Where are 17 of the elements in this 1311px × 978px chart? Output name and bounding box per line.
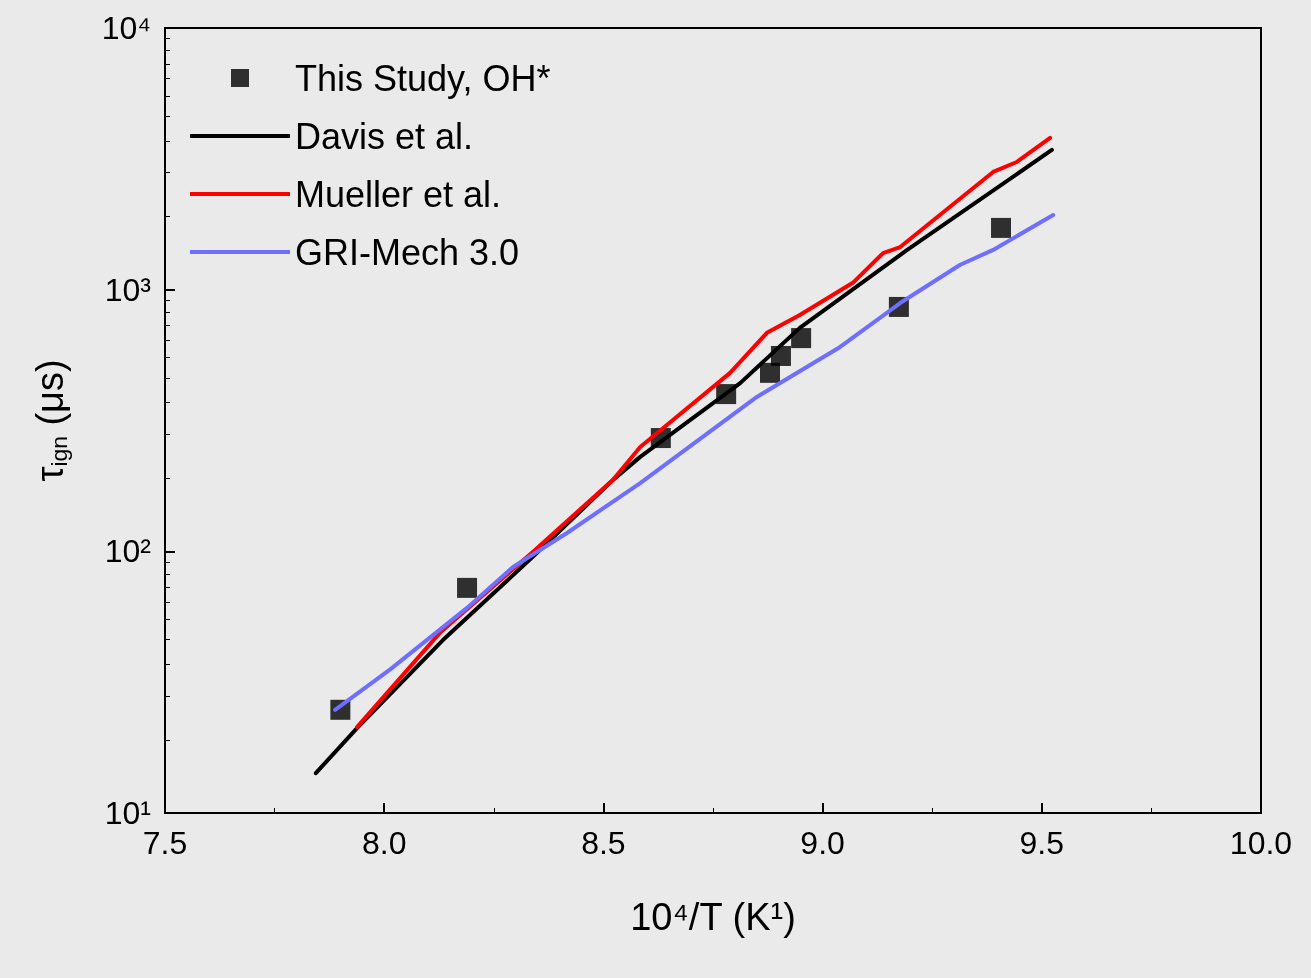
point [991,217,1012,238]
x-tick-label: 9.5 [1019,825,1065,861]
x-axis-title: 10⁴/T (K¹) [630,896,796,938]
legend-label: Davis et al. [295,115,474,157]
y-tick-label: 10⁴ [101,10,151,46]
x-tick-label: 10.0 [1229,825,1293,861]
y-tick-label: 10² [104,533,152,570]
y-tick-label: 10³ [104,271,152,308]
x-tick-label: 8.5 [581,825,626,861]
point [457,577,478,598]
point [759,362,780,383]
y-axis-title: τign (μs) [28,359,72,482]
x-tick-label: 8.0 [361,825,407,861]
legend-label: This Study, OH* [295,57,551,99]
legend-label: Mueller et al. [295,173,502,215]
x-tick-label: 9.0 [800,825,845,861]
legend-label: GRI-Mech 3.0 [295,231,520,273]
